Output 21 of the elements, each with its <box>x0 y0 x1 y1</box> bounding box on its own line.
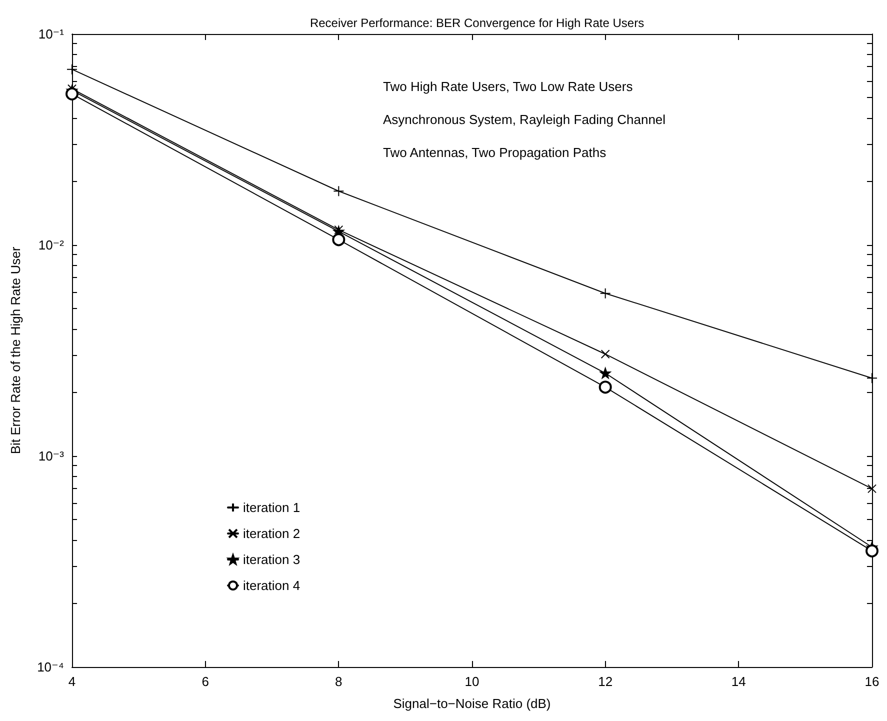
y-tick-label: 10⁻⁴ <box>37 660 64 674</box>
chart-title: Receiver Performance: BER Convergence for High Rate Users <box>310 16 644 30</box>
y-tick-label: 10⁻³ <box>38 448 65 464</box>
legend-label: iteration 2 <box>243 526 300 541</box>
y-tick-label: 10⁻² <box>38 238 65 252</box>
annotation: Asynchronous System, Rayleigh Fading Channel <box>383 112 666 127</box>
x-tick-label: 16 <box>864 674 880 689</box>
legend-label: iteration 4 <box>243 578 300 593</box>
x-tick-label: 12 <box>598 674 613 689</box>
x-tick-label: 6 <box>202 674 209 689</box>
y-axis-title: Bit Error Rate of the High Rate User <box>8 246 23 454</box>
annotation: Two High Rate Users, Two Low Rate Users <box>383 79 634 94</box>
y-tick-label: 10⁻¹ <box>38 26 65 42</box>
x-tick-label: 4 <box>68 674 76 689</box>
legend-label: iteration 3 <box>243 552 300 567</box>
x-tick-label: 8 <box>335 674 342 689</box>
x-axis-title: Signal−to−Noise Ratio (dB) <box>393 696 551 711</box>
x-tick-label: 10 <box>464 674 480 689</box>
x-tick-label: 14 <box>731 674 746 689</box>
legend-label: iteration 1 <box>243 500 300 515</box>
annotation: Two Antennas, Two Propagation Paths <box>383 145 607 160</box>
